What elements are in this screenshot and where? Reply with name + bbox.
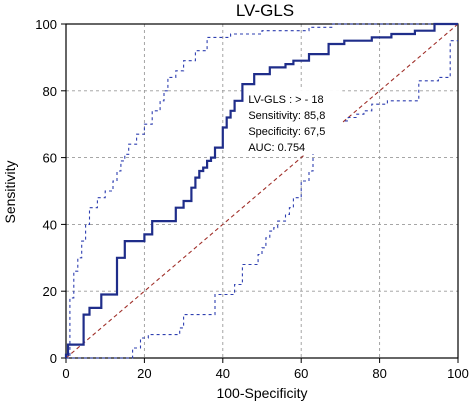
chart-title: LV-GLS: [236, 1, 294, 20]
y-tick-label: 100: [35, 17, 57, 32]
annotation-line-specificity: Specificity: 67,5: [248, 126, 325, 138]
annotation-background: [244, 90, 343, 155]
ci-lower-line: [66, 40, 458, 359]
annotation-line-auc: AUC: 0.754: [248, 142, 305, 154]
y-tick-label: 60: [43, 151, 57, 166]
x-tick-label: 100: [447, 366, 469, 381]
annotation-line-criterion: LV-GLS : > - 18: [248, 94, 323, 106]
plot-area-frame: [65, 23, 459, 359]
series-group: [64, 22, 459, 359]
y-axis-title: Sensitivity: [2, 160, 18, 223]
x-tick-label: 40: [216, 366, 230, 381]
x-tick-label: 80: [372, 366, 386, 381]
y-tick-label: 0: [50, 351, 57, 366]
y-tick-label: 80: [43, 84, 57, 99]
y-tick-label: 40: [43, 217, 57, 232]
x-tick-label: 0: [62, 366, 69, 381]
axis-ticks: 0 20 40 60 80 100 0 20 40 60 80 100: [35, 17, 469, 381]
ci-upper-line: [66, 23, 458, 359]
roc-line: [64, 22, 458, 358]
x-tick-label: 60: [294, 366, 308, 381]
x-tick-label: 20: [137, 366, 151, 381]
x-axis-title: 100-Specificity: [216, 385, 307, 401]
annotation-line-sensitivity: Sensitivity: 85,8: [248, 110, 325, 122]
grid: [66, 24, 458, 358]
y-tick-label: 20: [43, 284, 57, 299]
annotation-box: LV-GLS : > - 18 Sensitivity: 85,8 Specif…: [244, 90, 343, 155]
reference-line: [65, 23, 459, 359]
